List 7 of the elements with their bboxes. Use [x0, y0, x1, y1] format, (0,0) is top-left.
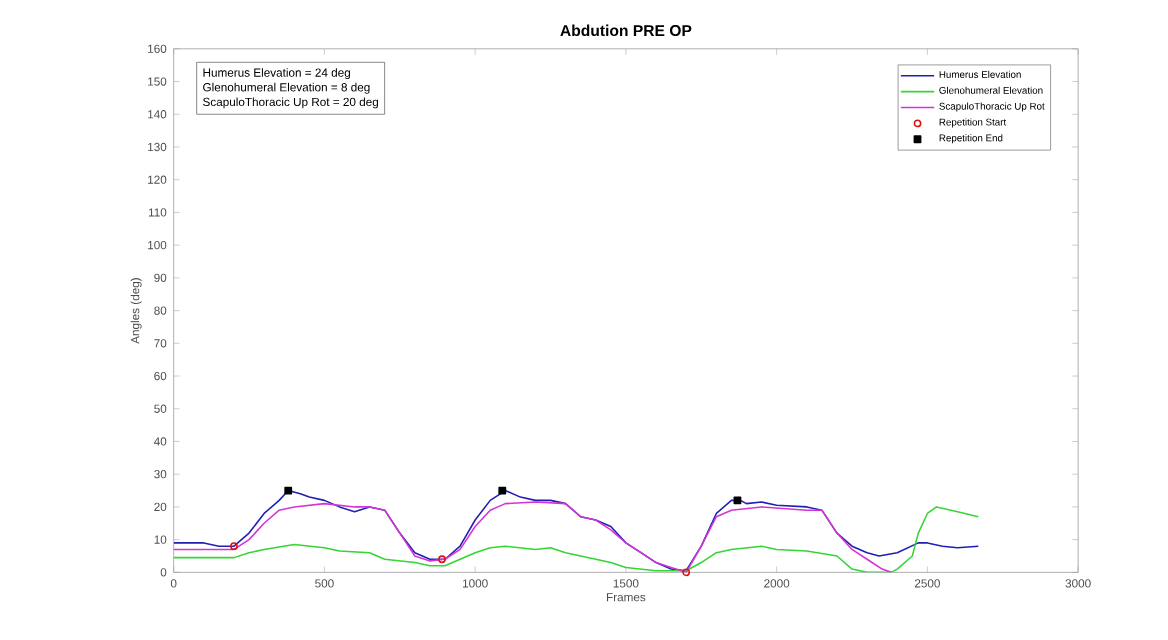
line-series: [173, 505, 980, 572]
point: [498, 486, 507, 495]
point: [284, 486, 293, 495]
point: [682, 568, 691, 576]
point: [230, 541, 238, 550]
point: [733, 496, 742, 504]
point: [438, 555, 446, 563]
